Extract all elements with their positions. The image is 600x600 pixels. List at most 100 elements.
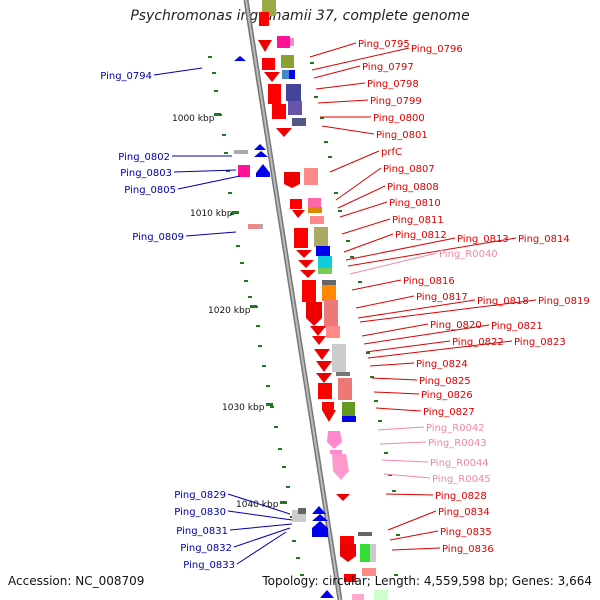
- gene-label[interactable]: Ping_0826: [421, 390, 473, 401]
- gene-label[interactable]: Ping_0829: [174, 490, 226, 501]
- gene-label[interactable]: Ping_0794: [100, 71, 152, 82]
- gene-block: [324, 300, 338, 328]
- gene-label[interactable]: Ping_0835: [440, 527, 492, 538]
- gene-label[interactable]: Ping_0821: [491, 321, 543, 332]
- gene-block: [316, 246, 330, 256]
- gene-label[interactable]: prfC: [381, 147, 402, 158]
- gene-label[interactable]: Ping_0834: [438, 507, 490, 518]
- gene-arrow: [276, 128, 292, 137]
- label-leader-line: [309, 42, 357, 58]
- gene-label[interactable]: Ping_0807: [383, 164, 435, 175]
- gene-block: [259, 224, 263, 229]
- scale-tick: [320, 117, 324, 119]
- gene-label[interactable]: Ping_0822: [452, 337, 504, 348]
- gene-label[interactable]: Ping_0810: [389, 198, 441, 209]
- scale-tick: [300, 574, 304, 576]
- label-leader-line: [343, 233, 394, 253]
- gene-block: [342, 416, 356, 422]
- gene-label[interactable]: Ping_R0043: [428, 438, 487, 449]
- gene-label[interactable]: Ping_0811: [392, 215, 444, 226]
- label-leader-line: [381, 459, 429, 463]
- gene-block: [268, 84, 281, 104]
- label-leader-line: [389, 530, 439, 541]
- gene-label[interactable]: Ping_0816: [403, 276, 455, 287]
- gene-label[interactable]: Ping_0830: [174, 507, 226, 518]
- label-leader-line: [329, 150, 380, 173]
- gene-label[interactable]: Ping_0818: [477, 296, 529, 307]
- gene-arrow: [312, 336, 326, 345]
- gene-label[interactable]: Ping_0833: [183, 560, 235, 571]
- label-leader-line: [339, 201, 388, 218]
- gene-block: [282, 70, 289, 79]
- gene-block: [344, 574, 356, 582]
- tick-label: 1040 kbp: [236, 500, 279, 510]
- gene-block: [340, 536, 354, 544]
- gene-block: [318, 256, 332, 268]
- gene-block: [238, 165, 250, 177]
- gene-label[interactable]: Ping_0825: [419, 376, 471, 387]
- gene-label[interactable]: Ping_0820: [430, 320, 482, 331]
- gene-label[interactable]: Ping_0797: [362, 62, 414, 73]
- gene-block: [304, 168, 318, 185]
- gene-label[interactable]: Ping_0802: [118, 152, 170, 163]
- gene-arrow: [254, 151, 268, 157]
- gene-label[interactable]: Ping_0799: [370, 96, 422, 107]
- gene-block: [362, 568, 376, 576]
- label-leader-line: [373, 391, 420, 395]
- gene-label[interactable]: Ping_0823: [514, 337, 566, 348]
- gene-label[interactable]: Ping_0836: [442, 544, 494, 555]
- scale-tick: [366, 352, 370, 354]
- scale-tick: [208, 56, 212, 58]
- gene-arrow: [284, 172, 300, 188]
- gene-label[interactable]: Ping_0796: [411, 44, 463, 55]
- scale-major-tick: [214, 113, 221, 116]
- scale-tick: [236, 245, 240, 247]
- gene-label[interactable]: Ping_R0040: [439, 249, 498, 260]
- label-leader-line: [315, 82, 366, 90]
- gene-label[interactable]: Ping_0831: [176, 526, 228, 537]
- gene-arrow: [320, 590, 334, 598]
- tick-label: 1000 kbp: [172, 114, 215, 124]
- gene-block: [374, 590, 388, 600]
- gene-block: [322, 280, 336, 286]
- gene-block: [370, 544, 376, 562]
- gene-label[interactable]: Ping_R0044: [430, 458, 489, 469]
- label-leader-line: [349, 252, 438, 275]
- gene-label[interactable]: Ping_0817: [416, 292, 468, 303]
- gene-label[interactable]: Ping_R0042: [426, 423, 485, 434]
- label-leader-line: [357, 299, 476, 319]
- gene-label[interactable]: Ping_0813: [457, 234, 509, 245]
- gene-label[interactable]: Ping_R0045: [432, 474, 491, 485]
- label-leader-line: [361, 323, 429, 337]
- gene-label[interactable]: Ping_0801: [376, 130, 428, 141]
- gene-label[interactable]: Ping_0819: [538, 296, 590, 307]
- label-leader-line: [345, 237, 456, 261]
- gene-label[interactable]: Ping_0803: [120, 168, 172, 179]
- gene-arrow: [292, 210, 305, 218]
- gene-label[interactable]: Ping_0832: [180, 543, 232, 554]
- gene-block: [318, 383, 332, 399]
- gene-label[interactable]: Ping_0814: [518, 234, 570, 245]
- gene-label[interactable]: Ping_0805: [124, 185, 176, 196]
- label-leader-line: [383, 473, 431, 479]
- gene-label[interactable]: Ping_0824: [416, 359, 468, 370]
- gene-label[interactable]: Ping_0800: [373, 113, 425, 124]
- scale-tick: [378, 420, 382, 422]
- gene-block: [322, 402, 334, 410]
- gene-block: [290, 38, 294, 46]
- gene-block: [342, 402, 355, 416]
- gene-label[interactable]: Ping_0808: [387, 182, 439, 193]
- scale-tick: [370, 376, 374, 378]
- gene-label[interactable]: Ping_0828: [435, 491, 487, 502]
- scale-tick-labels: 1000 kbp 1010 kbp 1020 kbp 1030 kbp 1040…: [172, 114, 279, 510]
- gene-block: [294, 228, 308, 248]
- gene-label[interactable]: Ping_0798: [367, 79, 419, 90]
- gene-arrow: [254, 144, 266, 150]
- gene-label[interactable]: Ping_0809: [132, 232, 184, 243]
- gene-label[interactable]: Ping_0812: [395, 230, 447, 241]
- gene-label[interactable]: Ping_0827: [423, 407, 475, 418]
- gene-label[interactable]: Ping_0795: [358, 39, 410, 50]
- label-leader-line: [313, 65, 361, 79]
- gene-block: [298, 508, 306, 514]
- gene-arrow: [296, 250, 312, 258]
